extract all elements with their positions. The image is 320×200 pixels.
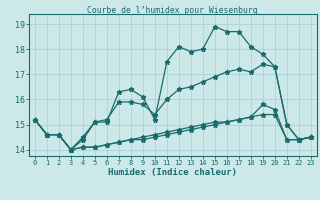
- Text: Courbe de l’humidex pour Wiesenburg: Courbe de l’humidex pour Wiesenburg: [87, 6, 258, 15]
- X-axis label: Humidex (Indice chaleur): Humidex (Indice chaleur): [108, 168, 237, 177]
